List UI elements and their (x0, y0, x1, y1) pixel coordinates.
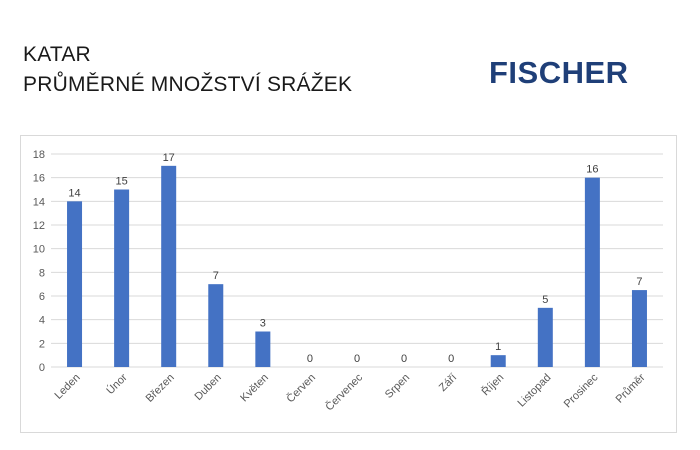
x-tick-label: Duben (192, 372, 223, 403)
data-label: 0 (354, 353, 360, 365)
x-tick-label: Srpen (383, 372, 412, 401)
title-line-subject: PRŮMĚRNÉ MNOŽSTVÍ SRÁŽEK (23, 73, 353, 96)
x-tick-label: Průměr (614, 371, 648, 405)
data-label: 17 (163, 152, 175, 164)
title-line-country: KATAR (23, 43, 91, 66)
bar (631, 290, 647, 367)
page-title: KATAR PRŮMĚRNÉ MNOŽSTVÍ SRÁŽEK (23, 40, 352, 100)
bar (208, 284, 224, 367)
x-tick-label: Únor (104, 371, 130, 397)
bar (537, 307, 553, 367)
y-tick-label: 2 (39, 338, 45, 350)
x-tick-label: Červen (284, 371, 318, 405)
data-label: 3 (260, 318, 266, 330)
data-label: 14 (68, 187, 80, 199)
y-tick-label: 16 (33, 173, 45, 185)
y-tick-label: 6 (39, 291, 45, 303)
data-label: 0 (307, 353, 313, 365)
bar (255, 331, 271, 367)
data-label: 0 (448, 353, 454, 365)
x-tick-label: Březen (144, 372, 177, 405)
bars (67, 165, 647, 367)
data-label: 7 (213, 270, 219, 282)
bar (114, 189, 130, 367)
x-tick-label: Červenec (323, 371, 366, 414)
data-label: 5 (542, 294, 548, 306)
data-label: 16 (586, 164, 598, 176)
x-tick-label: Prosinec (562, 371, 601, 410)
y-tick-label: 10 (33, 244, 45, 256)
bar (161, 165, 177, 367)
data-label: 0 (401, 353, 407, 365)
y-tick-label: 8 (39, 267, 45, 279)
bar (67, 201, 83, 367)
data-label: 1 (495, 341, 501, 353)
x-axis-ticks: Leden Únor Březen Duben Květen Červen Červenec… (53, 371, 648, 414)
fischer-logo: FISCHER (489, 55, 629, 90)
grid-layer (51, 153, 663, 368)
y-axis-ticks: 0 2 4 6 8 10 12 14 16 18 (33, 149, 45, 374)
y-tick-label: 0 (39, 362, 45, 374)
y-tick-label: 14 (33, 196, 45, 208)
x-tick-label: Květen (238, 372, 271, 405)
data-label: 7 (636, 276, 642, 288)
x-tick-label: Leden (53, 372, 83, 402)
data-label: 15 (115, 176, 127, 188)
chart-frame (20, 135, 677, 433)
y-tick-label: 4 (39, 315, 45, 327)
bar (584, 177, 600, 367)
x-tick-label: Říjen (479, 371, 506, 398)
bar (490, 355, 506, 367)
y-tick-label: 12 (33, 220, 45, 232)
x-tick-label: Listopad (516, 372, 554, 410)
y-tick-label: 18 (33, 149, 45, 161)
x-tick-label: Září (437, 372, 459, 394)
